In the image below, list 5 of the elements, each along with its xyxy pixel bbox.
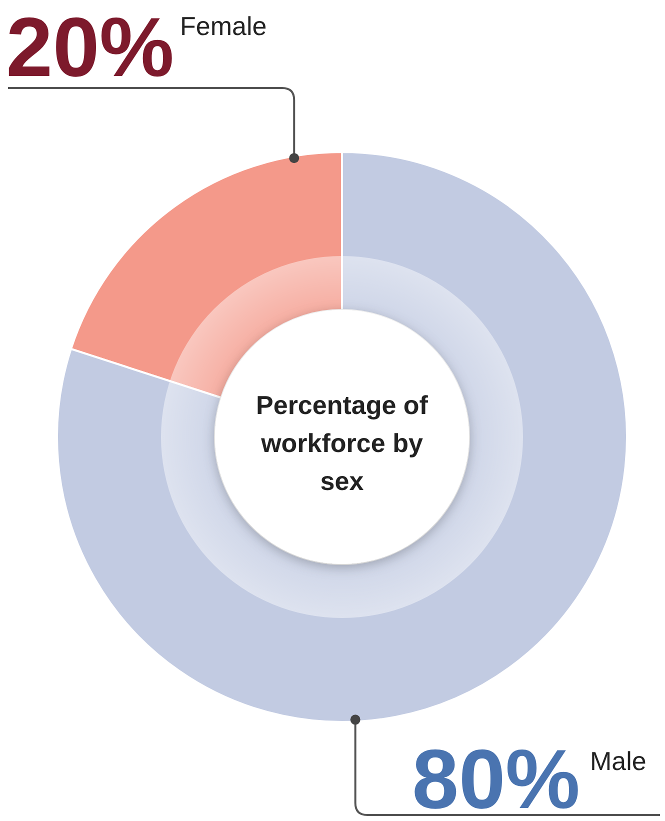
slice-label: Male — [590, 746, 646, 776]
data-label: 80% — [412, 732, 580, 821]
data-label: 20% — [6, 0, 174, 94]
slice-label: Female — [180, 11, 267, 41]
text: Percentage of workforce by sex — [256, 390, 428, 496]
